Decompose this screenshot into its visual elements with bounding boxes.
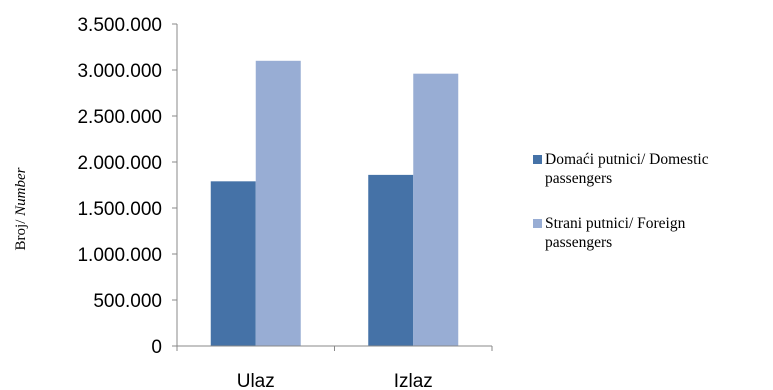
bar-ulaz-series-1 [210,181,256,346]
y-tick-label: 1.500.000 [77,199,162,220]
y-tick-label: 3.000.000 [77,61,162,82]
y-tick-label: 2.500.000 [77,107,162,128]
y-axis-label-main: Broj/ [13,216,29,251]
x-category-label: Izlaz [394,371,433,390]
legend-swatch-series-1 [533,155,542,164]
bar-izlaz-series-1 [368,174,414,346]
y-tick-label: 3.500.000 [77,15,162,36]
axes-group [172,23,493,351]
legend-label-series-1: passengers [545,170,612,187]
x-category-label: Ulaz [237,371,275,390]
bars-group [210,60,459,347]
y-tick-labels: 0 500.000 1.000.000 1.500.000 2.000.000 2.500… [77,15,162,358]
x-category-labels: Ulaz Izlaz [237,371,433,390]
y-tick-label: 0 [151,337,162,358]
y-axis-label-italic: Number [13,167,29,216]
y-tick-label: 500.000 [93,291,162,312]
legend: Domaći putnici/ Domestic passengers Strani… [533,151,709,251]
y-axis-label: Broj/ Number [13,167,29,250]
legend-swatch-series-2 [533,219,542,228]
y-tick-label: 1.000.000 [77,245,162,266]
legend-label-series-2: passengers [545,234,612,251]
legend-label-series-2: Strani putnici/ Foreign [545,215,686,232]
bar-izlaz-series-2 [413,73,459,347]
legend-label-series-1: Domaći putnici/ Domestic [545,151,709,168]
y-tick-label: 2.000.000 [77,153,162,174]
bar-ulaz-series-2 [255,60,301,347]
